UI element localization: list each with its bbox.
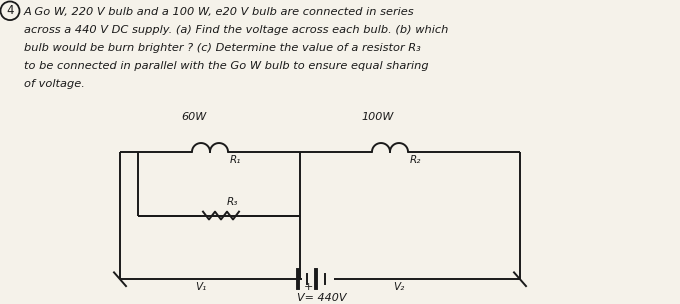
- Text: A Go W, 220 V bulb and a 100 W, e20 V bulb are connected in series: A Go W, 220 V bulb and a 100 W, e20 V bu…: [24, 7, 415, 17]
- Text: 60W: 60W: [182, 112, 207, 123]
- Text: to be connected in parallel with the Go W bulb to ensure equal sharing: to be connected in parallel with the Go …: [24, 61, 428, 71]
- Text: +: +: [303, 282, 313, 292]
- Text: bulb would be burn brighter ? (c) Determine the value of a resistor R₃: bulb would be burn brighter ? (c) Determ…: [24, 43, 421, 53]
- Text: V₁: V₁: [195, 282, 207, 292]
- Text: V= 440V: V= 440V: [297, 293, 347, 303]
- Circle shape: [1, 2, 20, 20]
- Text: V₂: V₂: [393, 282, 405, 292]
- Text: of voltage.: of voltage.: [24, 79, 85, 89]
- Text: R₂: R₂: [410, 155, 422, 165]
- Text: across a 440 V DC supply. (a) Find the voltage across each bulb. (b) which: across a 440 V DC supply. (a) Find the v…: [24, 25, 448, 35]
- Text: R₁: R₁: [230, 155, 241, 165]
- Text: 4: 4: [6, 4, 14, 17]
- Text: R₃: R₃: [227, 197, 239, 207]
- Text: 100W: 100W: [362, 112, 394, 123]
